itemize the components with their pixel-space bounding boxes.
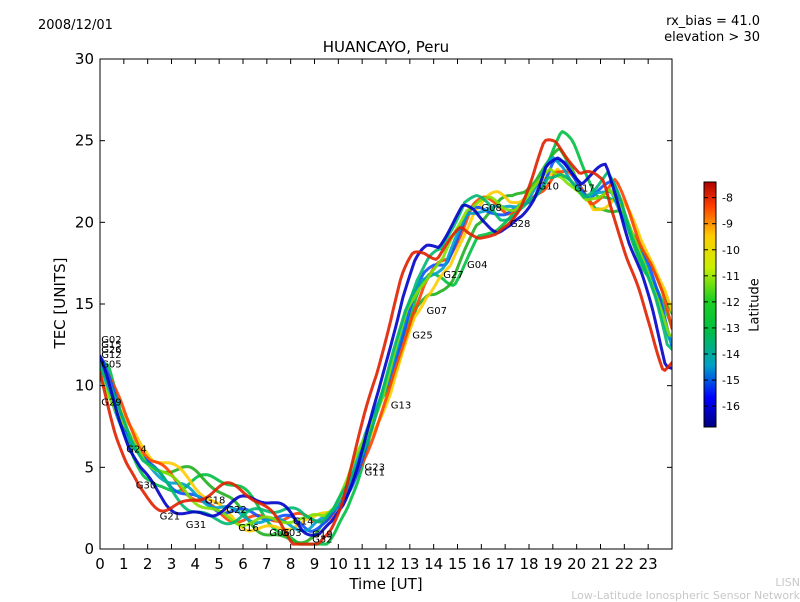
- satellite-label: G19: [312, 530, 332, 541]
- satellite-label: G11: [365, 468, 385, 479]
- x-tick-label: 22: [615, 555, 634, 573]
- x-tick-label: 11: [353, 555, 372, 573]
- colorbar: [703, 181, 717, 428]
- satellite-label: G10: [539, 182, 559, 193]
- satellite-label: G04: [467, 260, 487, 271]
- satellite-label: G14: [293, 517, 313, 528]
- x-tick-label: 10: [329, 555, 348, 573]
- colorbar-tick-label: -16: [722, 400, 740, 413]
- tec-curves: [100, 130, 672, 546]
- x-tick-label: 15: [448, 555, 467, 573]
- satellite-label: G06: [269, 528, 289, 539]
- credit-line-1: LISN: [775, 576, 800, 589]
- x-axis-label: Time [UT]: [349, 575, 423, 593]
- satellite-label: G05: [101, 360, 121, 371]
- colorbar-tick-label: -15: [722, 374, 740, 387]
- x-tick-label: 2: [143, 555, 153, 573]
- satellite-label: G32: [312, 534, 332, 545]
- x-tick-label: 7: [262, 555, 272, 573]
- x-tick-label: 4: [191, 555, 201, 573]
- satellite-label: G30: [136, 481, 156, 492]
- x-tick-label: 16: [472, 555, 491, 573]
- metadata-block: rx_bias = 41.0 elevation > 30: [664, 14, 760, 46]
- satellite-label: G02: [101, 335, 121, 346]
- satellite-label: G27: [443, 270, 463, 281]
- y-tick-label: 30: [75, 50, 94, 68]
- satellite-label: G29: [101, 397, 121, 408]
- satellite-label: G31: [186, 520, 206, 531]
- x-tick-label: 14: [424, 555, 443, 573]
- y-tick-label: 10: [75, 377, 94, 395]
- y-axis: 0 5 10 15 20 25 30: [75, 50, 672, 558]
- x-axis: 0 1 2 3 4 5 6 7 8 9 10 11 12 13 14 15 16 17 18 19 20 21 22 23: [95, 59, 658, 573]
- satellite-label: G25: [412, 330, 432, 341]
- colorbar-tick-label: -11: [722, 270, 740, 283]
- credit-line-2: Low-Latitude Ionospheric Sensor Network: [571, 589, 800, 602]
- satellite-label: G23: [365, 463, 385, 474]
- x-tick-label: 23: [639, 555, 658, 573]
- colorbar-ticks: -8 -9 -10 -11 -12 -13 -14 -15 -16: [704, 192, 740, 413]
- satellite-label: G16: [238, 523, 258, 534]
- tec-curve: [100, 170, 672, 526]
- y-tick-label: 20: [75, 213, 94, 231]
- satellite-label: G21: [160, 512, 180, 523]
- x-tick-label: 21: [591, 555, 610, 573]
- colorbar-tick-label: -12: [722, 296, 740, 309]
- y-tick-label: 15: [75, 295, 94, 313]
- tec-curve: [100, 167, 672, 533]
- colorbar-tick-label: -8: [722, 192, 733, 205]
- satellite-label: G13: [391, 401, 411, 412]
- tec-curve: [100, 167, 672, 528]
- x-tick-label: 8: [286, 555, 296, 573]
- x-tick-label: 17: [496, 555, 515, 573]
- date-label: 2008/12/01: [38, 18, 113, 33]
- tec-curve: [100, 156, 672, 537]
- satellite-label: G26: [101, 345, 121, 356]
- satellite-label: G24: [126, 445, 146, 456]
- satellite-label: G12: [101, 350, 121, 361]
- colorbar-tick-label: -10: [722, 244, 740, 257]
- satellite-label: G08: [481, 203, 501, 214]
- rx-bias-label: rx_bias = 41.0: [666, 14, 760, 29]
- x-tick-label: 18: [519, 555, 538, 573]
- tec-curve: [100, 169, 672, 524]
- satellite-label: G15: [101, 340, 121, 351]
- y-tick-label: 25: [75, 132, 94, 150]
- chart-title: HUANCAYO, Peru: [322, 38, 450, 56]
- elevation-label: elevation > 30: [664, 30, 760, 45]
- satellite-label: G28: [510, 219, 530, 230]
- tec-curve: [100, 138, 672, 546]
- x-tick-label: 0: [95, 555, 105, 573]
- x-tick-label: 13: [400, 555, 419, 573]
- colorbar-tick-label: -14: [722, 348, 740, 361]
- colorbar-tick-label: -13: [722, 322, 740, 335]
- x-tick-label: 9: [310, 555, 320, 573]
- colorbar-tick-label: -9: [722, 218, 733, 231]
- y-tick-label: 0: [84, 540, 94, 558]
- x-tick-label: 20: [567, 555, 586, 573]
- satellite-label: G18: [205, 495, 225, 506]
- x-tick-label: 3: [167, 555, 177, 573]
- satellite-label: G17: [574, 183, 594, 194]
- x-tick-label: 19: [543, 555, 562, 573]
- satellite-label: G07: [427, 306, 447, 317]
- satellite-label: G03: [281, 528, 301, 539]
- x-tick-label: 12: [376, 555, 395, 573]
- satellite-label: G22: [226, 505, 246, 516]
- x-tick-label: 5: [214, 555, 224, 573]
- credit-block: LISN Low-Latitude Ionospheric Sensor Net…: [571, 576, 800, 602]
- x-tick-label: 1: [119, 555, 129, 573]
- x-tick-label: 6: [238, 555, 248, 573]
- y-tick-label: 5: [84, 458, 94, 476]
